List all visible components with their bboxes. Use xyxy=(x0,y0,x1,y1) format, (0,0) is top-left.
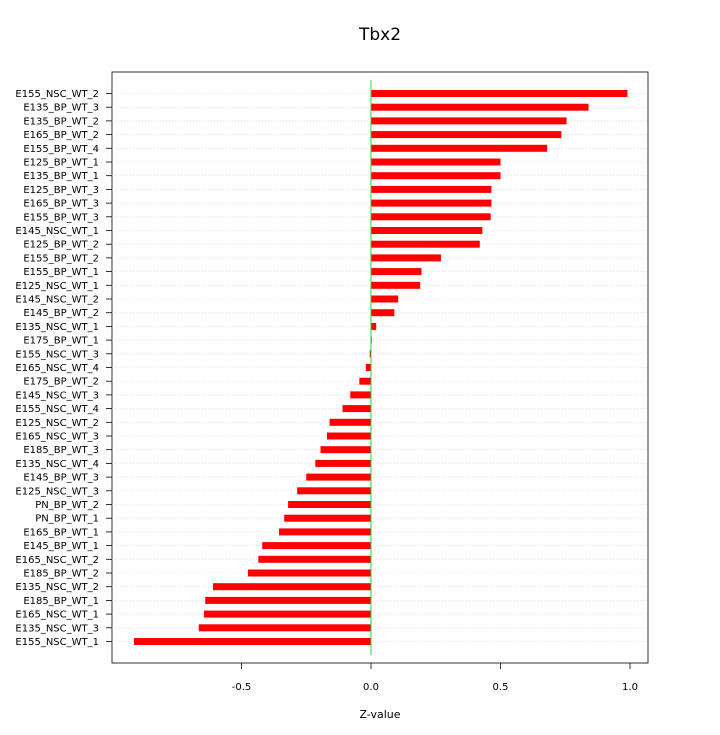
category-label: E135_NSC_WT_1 xyxy=(15,322,99,333)
bar xyxy=(279,528,371,536)
bar xyxy=(326,432,371,440)
category-label: E175_BP_WT_1 xyxy=(23,336,99,347)
bar xyxy=(284,514,371,522)
category-label: E135_NSC_WT_2 xyxy=(15,582,99,593)
x-tick-label: -0.5 xyxy=(232,682,252,693)
bar xyxy=(203,610,371,618)
bar xyxy=(371,144,548,152)
bar xyxy=(371,172,501,180)
category-label: E155_NSC_WT_3 xyxy=(15,349,99,360)
category-label: E175_BP_WT_2 xyxy=(23,377,99,388)
x-tick-label: 1.0 xyxy=(622,682,638,693)
bar xyxy=(288,501,371,508)
category-label: E145_BP_WT_3 xyxy=(23,473,99,484)
category-label: E155_BP_WT_2 xyxy=(23,253,99,264)
bar xyxy=(329,418,371,426)
bar xyxy=(371,199,492,207)
bar xyxy=(342,405,371,413)
bar xyxy=(134,638,371,645)
bar xyxy=(258,555,371,563)
bar xyxy=(371,131,562,139)
category-label: E155_NSC_WT_4 xyxy=(15,404,99,415)
bar xyxy=(306,473,371,481)
category-label: E145_NSC_WT_1 xyxy=(15,226,99,237)
bar xyxy=(371,295,399,303)
bar xyxy=(297,487,371,495)
category-label: E185_BP_WT_3 xyxy=(23,445,99,456)
category-label: E155_BP_WT_4 xyxy=(23,144,99,155)
category-label: E125_BP_WT_2 xyxy=(23,240,99,251)
category-label: E155_BP_WT_3 xyxy=(23,212,99,223)
bar xyxy=(371,268,422,276)
bar xyxy=(371,213,491,221)
bar xyxy=(371,185,492,193)
bar xyxy=(315,459,371,467)
bar xyxy=(369,350,371,358)
category-labels: E155_NSC_WT_2 E135_BP_WT_3 E135_BP_WT_2 E16… xyxy=(15,89,112,648)
bar xyxy=(371,309,395,317)
category-label: E125_BP_WT_3 xyxy=(23,185,99,196)
bar xyxy=(359,377,371,385)
bar xyxy=(371,103,589,111)
bar xyxy=(371,254,441,262)
bar xyxy=(213,583,371,591)
category-label: E135_BP_WT_3 xyxy=(23,103,99,114)
category-label: E145_BP_WT_1 xyxy=(23,541,99,552)
category-label: E125_NSC_WT_3 xyxy=(15,486,99,497)
x-axis-title: Z-value xyxy=(359,708,400,721)
category-label: E135_BP_WT_2 xyxy=(23,116,99,127)
x-tick-label: 0.5 xyxy=(493,682,509,693)
category-label: E165_BP_WT_3 xyxy=(23,199,99,210)
category-label: E135_BP_WT_1 xyxy=(23,171,99,182)
bar xyxy=(262,542,371,550)
category-label: E165_NSC_WT_4 xyxy=(15,363,99,374)
category-label: PN_BP_WT_2 xyxy=(35,500,99,511)
category-label: PN_BP_WT_1 xyxy=(35,514,99,525)
category-label: E165_BP_WT_2 xyxy=(23,130,99,141)
category-label: E125_NSC_WT_2 xyxy=(15,418,99,429)
bar xyxy=(371,117,567,125)
category-label: E165_NSC_WT_1 xyxy=(15,610,99,621)
category-label: E155_NSC_WT_1 xyxy=(15,637,99,648)
bar xyxy=(350,391,371,399)
bar xyxy=(371,158,501,166)
category-label: E185_BP_WT_1 xyxy=(23,596,99,607)
x-tick-label: 0.0 xyxy=(363,682,379,693)
bars xyxy=(134,80,628,655)
bar xyxy=(365,364,371,371)
category-label: E145_NSC_WT_2 xyxy=(15,295,99,306)
x-axis: -0.5 0.0 0.5 1.0 xyxy=(232,663,638,693)
category-label: E155_NSC_WT_2 xyxy=(15,89,99,100)
chart-title: Tbx2 xyxy=(358,25,401,45)
bar xyxy=(320,446,371,454)
category-label: E185_BP_WT_2 xyxy=(23,569,99,580)
category-label: E135_NSC_WT_4 xyxy=(15,459,99,470)
bar xyxy=(371,90,628,97)
category-label: E165_BP_WT_1 xyxy=(23,527,99,538)
category-label: E155_BP_WT_1 xyxy=(23,267,99,278)
bar xyxy=(371,281,421,289)
category-label: E165_NSC_WT_3 xyxy=(15,432,99,443)
category-label: E145_NSC_WT_3 xyxy=(15,390,99,401)
category-label: E145_BP_WT_2 xyxy=(23,308,99,319)
bar xyxy=(247,569,371,577)
category-label: E135_NSC_WT_3 xyxy=(15,623,99,634)
category-label: E125_NSC_WT_1 xyxy=(15,281,99,292)
category-label: E165_NSC_WT_2 xyxy=(15,555,99,566)
category-label: E125_BP_WT_1 xyxy=(23,158,99,169)
bar xyxy=(198,624,371,632)
bar xyxy=(371,227,483,234)
bar xyxy=(205,596,371,604)
bar xyxy=(371,240,480,248)
bar xyxy=(371,322,377,330)
